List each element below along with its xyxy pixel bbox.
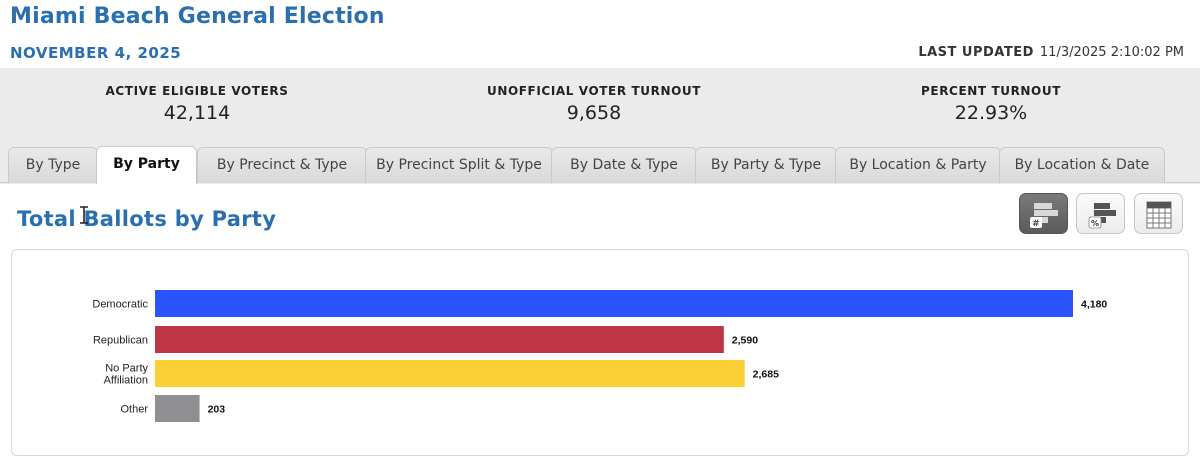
chart-panel: Democratic 4,180 Republican 2,590 No Party Af… xyxy=(11,249,1189,456)
last-updated-label: LAST UPDATED xyxy=(918,45,1034,60)
last-updated-value: 11/3/2025 2:10:02 PM xyxy=(1039,45,1184,60)
svg-text:#: # xyxy=(1032,219,1040,229)
category-label-republican: Republican xyxy=(93,335,148,347)
tab-by-location-party[interactable]: By Location & Party xyxy=(835,147,1001,183)
bar-no-party-affiliation[interactable] xyxy=(155,360,745,387)
section-title: Total Ballots by Party xyxy=(17,207,277,231)
tab-bar: By Type By Party By Precinct & Type By P… xyxy=(0,146,1200,184)
value-label-no-party-affiliation: 2,685 xyxy=(753,369,779,381)
stat-voter-turnout: UNOFFICIAL VOTER TURNOUT 9,658 xyxy=(444,84,744,124)
count-chart-icon: # xyxy=(1030,203,1058,229)
svg-text:%: % xyxy=(1091,219,1099,228)
bar-democratic[interactable] xyxy=(155,290,1073,317)
stat-eligible-voters: ACTIVE ELIGIBLE VOTERS 42,114 xyxy=(47,84,347,124)
value-label-other: 203 xyxy=(208,404,226,416)
bar-other[interactable] xyxy=(155,395,200,422)
tab-by-type[interactable]: By Type xyxy=(8,147,98,183)
category-label-no-party-affiliation: No Party Affiliation xyxy=(104,363,149,387)
text-cursor-icon xyxy=(80,206,88,224)
tab-by-date-type[interactable]: By Date & Type xyxy=(551,147,697,183)
stat-label: PERCENT TURNOUT xyxy=(921,84,1061,98)
last-updated: LAST UPDATED 11/3/2025 2:10:02 PM xyxy=(918,45,1184,60)
tab-by-party[interactable]: By Party xyxy=(96,146,197,184)
stat-value: 9,658 xyxy=(566,102,622,124)
stat-value: 42,114 xyxy=(163,102,231,124)
bar-chart: Democratic 4,180 Republican 2,590 No Party Af… xyxy=(92,290,1107,422)
value-label-democratic: 4,180 xyxy=(1081,299,1107,311)
bar-republican[interactable] xyxy=(155,326,724,353)
tab-by-precinct-type[interactable]: By Precinct & Type xyxy=(197,147,367,183)
tab-by-party-type[interactable]: By Party & Type xyxy=(695,147,837,183)
stat-percent-turnout: PERCENT TURNOUT 22.93% xyxy=(841,84,1141,124)
stat-label: ACTIVE ELIGIBLE VOTERS xyxy=(105,84,289,98)
percent-chart-icon: % xyxy=(1088,203,1116,229)
percent-view-button[interactable]: % xyxy=(1076,193,1125,234)
election-date: NOVEMBER 4, 2025 xyxy=(10,44,182,62)
category-label-other: Other xyxy=(120,404,148,416)
stat-label: UNOFFICIAL VOTER TURNOUT xyxy=(486,84,702,98)
page-title: Miami Beach General Election xyxy=(10,4,385,29)
tab-by-precinct-split-type[interactable]: By Precinct Split & Type xyxy=(365,147,553,183)
category-label-democratic: Democratic xyxy=(92,299,148,311)
count-view-button[interactable]: # xyxy=(1019,193,1068,234)
table-view-button[interactable] xyxy=(1134,193,1183,234)
tab-by-location-date[interactable]: By Location & Date xyxy=(999,147,1165,183)
table-view-icon xyxy=(1146,201,1172,229)
stat-value: 22.93% xyxy=(954,102,1028,124)
value-label-republican: 2,590 xyxy=(732,335,758,347)
